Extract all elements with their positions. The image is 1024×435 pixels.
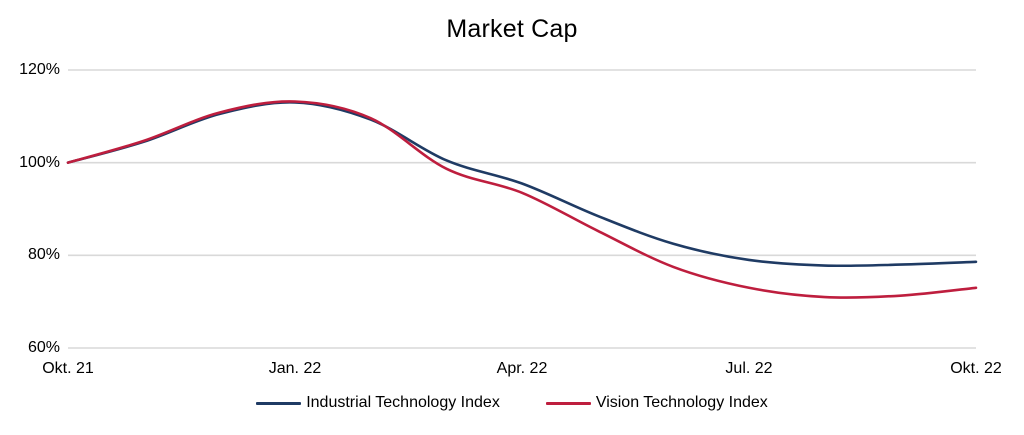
x-tick-label-2: Jan. 22 xyxy=(268,360,322,377)
industrial-line-swatch xyxy=(256,401,302,405)
series-lines xyxy=(66,100,978,299)
series-line-vision xyxy=(66,100,978,299)
gridlines xyxy=(68,69,976,349)
x-tick-label-4: Jul. 22 xyxy=(725,360,773,377)
y-tick-label-80%: 80% xyxy=(27,246,60,264)
legend: Industrial Technology Index Vision Techn… xyxy=(0,394,1024,412)
legend-label-industrial: Industrial Technology Index xyxy=(306,394,500,411)
x-tick-label-1: Okt. 21 xyxy=(42,360,94,377)
y-axis: 120% 100% 80% 60% xyxy=(0,0,60,435)
y-tick-label-60%: 60% xyxy=(27,339,60,356)
vision-line-swatch xyxy=(545,401,591,405)
y-tick-label-100%: 100% xyxy=(19,153,60,171)
plot-area xyxy=(66,69,978,349)
legend-item-industrial: Industrial Technology Index xyxy=(256,394,500,412)
y-tick-label-120%: 120% xyxy=(19,61,60,78)
x-tick-label-5: Okt. 22 xyxy=(950,360,1002,377)
x-tick-label-3: Apr. 22 xyxy=(496,360,548,377)
chart-title: Market Cap xyxy=(446,15,578,43)
legend-label-vision: Vision Technology Index xyxy=(595,394,768,411)
series-line-industrial xyxy=(66,101,978,268)
legend-item-vision: Vision Technology Index xyxy=(545,394,768,412)
